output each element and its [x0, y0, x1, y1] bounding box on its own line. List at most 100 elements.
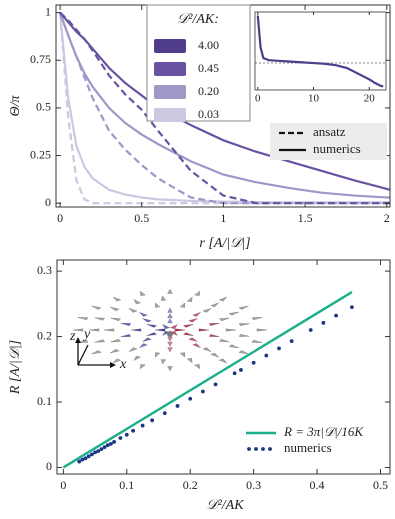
ansatz-line	[58, 12, 390, 205]
plot-frame	[254, 11, 387, 91]
spin-arrow	[198, 328, 210, 332]
spin-arrow	[225, 328, 237, 332]
x-tick-label: 20	[364, 93, 376, 105]
x-tick-label: 0.2	[183, 478, 198, 492]
legend-swatch	[154, 85, 186, 99]
spin-arrow	[167, 288, 173, 294]
y-tick-label: 0.3	[37, 263, 52, 277]
spin-arrow	[162, 324, 171, 330]
numerics-line	[256, 15, 384, 88]
spin-arrow	[94, 317, 105, 321]
data-point	[112, 440, 116, 444]
spin-arrow	[188, 337, 198, 342]
data-point	[188, 396, 193, 401]
data-point	[105, 443, 110, 448]
glyph-arrowheads	[75, 337, 116, 368]
spin-arrow	[167, 347, 173, 353]
data-point	[289, 339, 294, 344]
data-point	[175, 404, 180, 408]
spin-arrow	[194, 290, 201, 296]
data-point	[150, 418, 155, 423]
spin-arrow	[238, 305, 249, 310]
data-point	[251, 360, 256, 365]
spin-arrow	[112, 358, 122, 364]
spin-arrow	[202, 308, 212, 313]
style-legend-label: numerics	[313, 141, 361, 156]
spin-arrow	[192, 312, 201, 317]
spin-arrow	[218, 358, 228, 364]
plot-frame	[56, 259, 391, 475]
spin-arrow	[110, 306, 120, 312]
data-point	[200, 389, 205, 394]
y-tick-label: 0.5	[36, 100, 51, 114]
spin-arrow	[142, 337, 152, 342]
x-tick-label: 1.5	[298, 211, 313, 225]
x-tick-label: 0.5	[134, 211, 149, 225]
legend-label: 0.20	[198, 84, 219, 98]
data-point	[213, 382, 218, 387]
y-tick-label: 0.2	[37, 328, 52, 342]
y-tick-label: 1	[45, 4, 51, 18]
spin-arrow	[179, 302, 185, 308]
legend-label: R = 3π|𝒟|/16K	[283, 424, 364, 439]
spin-arrow	[210, 352, 219, 358]
spin-arrow	[251, 339, 263, 343]
data-point	[308, 328, 313, 332]
y-axis-label: R [A/|𝒟|]	[8, 340, 23, 395]
spin-arrow	[256, 328, 268, 332]
spin-arrow	[202, 347, 212, 352]
spin-arrow	[194, 364, 201, 370]
spin-arrow	[228, 311, 239, 316]
data-point	[118, 436, 123, 440]
spin-arrow	[91, 305, 102, 310]
spin-arrow	[167, 307, 173, 313]
legend-swatch	[254, 447, 258, 451]
spin-arrow	[167, 318, 173, 324]
skyrmion-illustration	[72, 288, 268, 372]
y-tick-label: 0.75	[30, 52, 51, 66]
spin-arrow	[219, 317, 230, 322]
spin-arrow	[160, 295, 167, 301]
data-point	[93, 450, 97, 455]
spin-arrow	[112, 296, 122, 302]
legend-swatch	[154, 108, 186, 122]
spin-arrow	[110, 348, 120, 354]
y-tick-label: 0.1	[37, 394, 52, 408]
data-point	[334, 313, 338, 318]
data-point	[80, 457, 85, 462]
x-tick-label: 0.3	[246, 478, 261, 492]
spin-arrow	[160, 359, 167, 365]
style-legend-box	[270, 123, 387, 160]
data-point	[232, 371, 237, 376]
spin-arrow	[167, 341, 173, 347]
spin-arrow	[239, 334, 250, 337]
spin-arrow	[128, 308, 138, 313]
spin-arrow	[110, 338, 121, 343]
x-tick-label: 0.1	[119, 478, 134, 492]
legend-swatch	[261, 447, 265, 451]
spin-arrow	[139, 290, 146, 296]
spin-arrow	[130, 328, 142, 332]
spin-arrow	[133, 355, 141, 361]
spin-arrow	[239, 323, 250, 326]
spin-arrow	[91, 350, 102, 355]
spin-arrow	[167, 366, 173, 372]
x-axis-label: 𝒟²/AK	[206, 498, 244, 513]
spin-arrow	[103, 328, 115, 332]
spin-arrow	[179, 352, 185, 358]
spin-arrow	[139, 364, 146, 370]
spin-arrow	[120, 334, 132, 337]
x-tick-label: 0.5	[373, 478, 388, 492]
spin-arrow	[210, 302, 219, 308]
spin-arrow	[88, 328, 100, 332]
spin-arrow	[183, 332, 194, 336]
spin-arrow	[146, 324, 157, 328]
data-point	[350, 305, 354, 310]
spin-arrow	[186, 358, 193, 364]
x-tick-label: 0.4	[310, 478, 325, 492]
spin-arrow	[238, 350, 249, 355]
data-point	[140, 423, 145, 428]
spin-arrow	[72, 328, 84, 332]
legend-swatch	[247, 447, 251, 451]
